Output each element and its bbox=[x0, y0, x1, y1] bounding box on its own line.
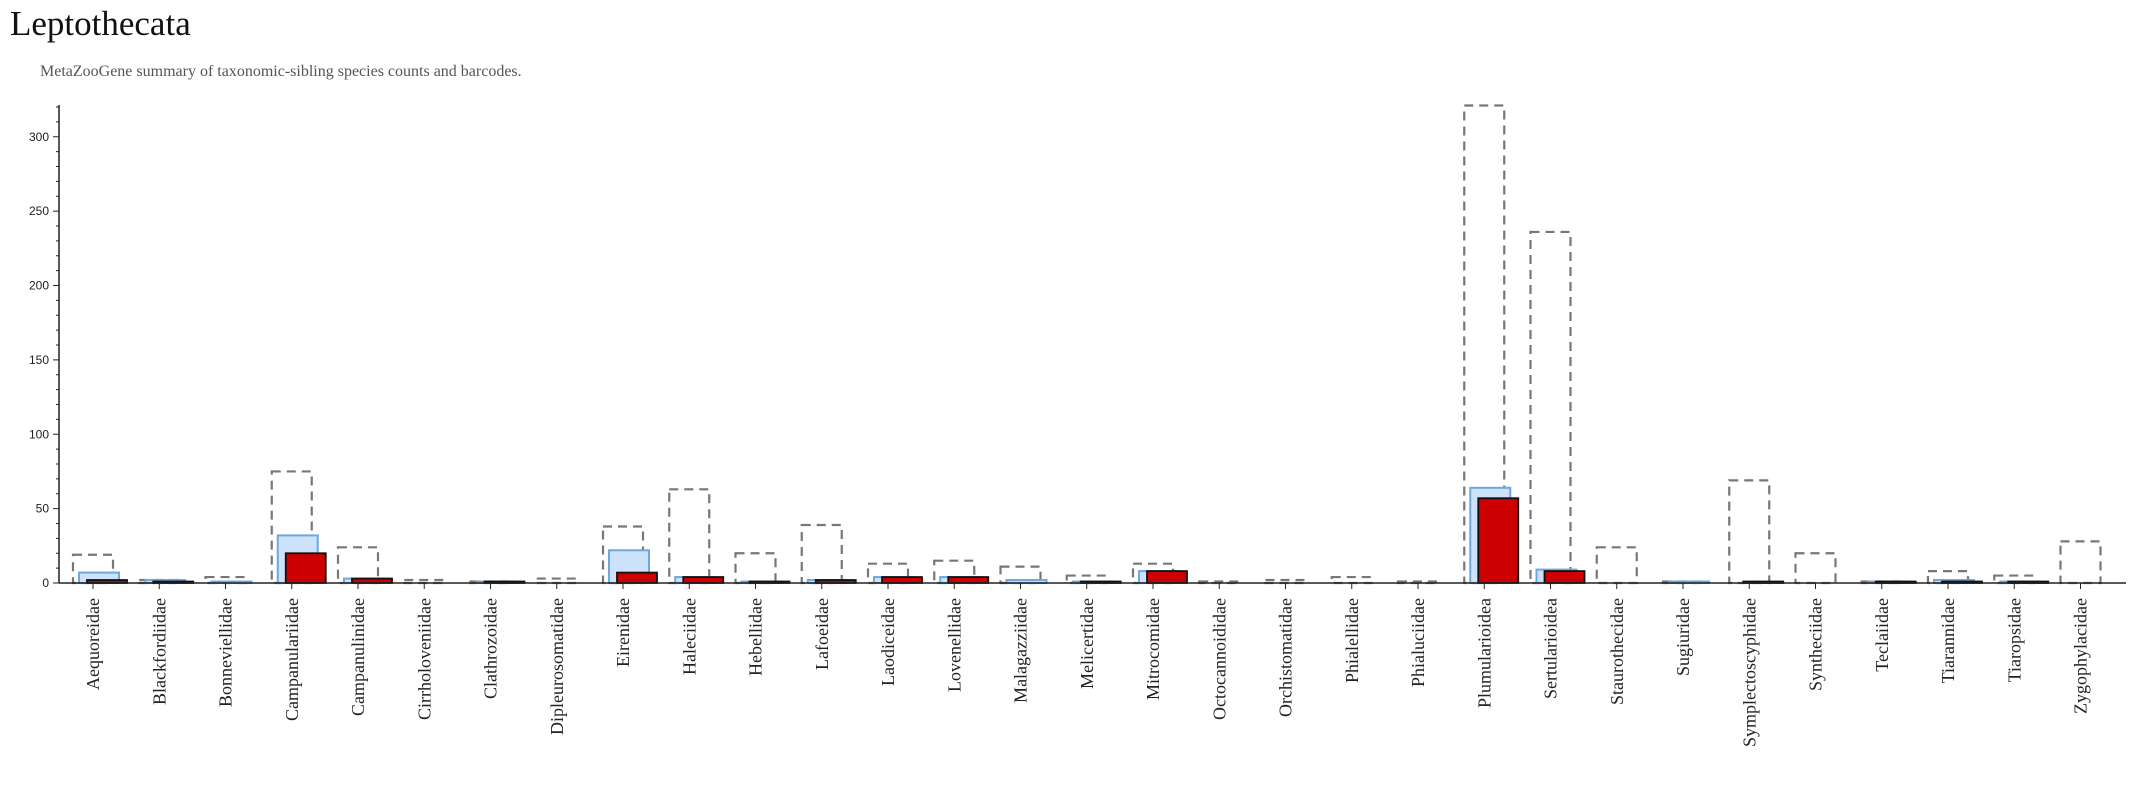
x-tick-label: Mitrocomidae bbox=[1143, 598, 1163, 700]
y-tick-label: 300 bbox=[29, 130, 49, 144]
bar-total bbox=[1926, 569, 1970, 585]
x-tick-label: Tiaropsidae bbox=[2004, 598, 2024, 682]
bar-barcode bbox=[881, 576, 923, 584]
x-tick-label: Teclaiidae bbox=[1872, 598, 1892, 672]
bar-barcode bbox=[947, 576, 990, 584]
page-subtitle: MetaZooGene summary of taxonomic-sibling… bbox=[40, 63, 522, 80]
x-tick-label: Malagazziidae bbox=[1011, 598, 1031, 703]
x-tick-label: Phialellidae bbox=[1342, 598, 1362, 683]
x-axis: Aequoreidae Blackfordiidae Bonneviellidae C… bbox=[59, 582, 2126, 747]
x-tick-label: Dipleurosomatidae bbox=[547, 598, 567, 735]
bar-total bbox=[1330, 575, 1373, 585]
x-tick-label: Campanulariidae bbox=[282, 598, 302, 721]
bar-total bbox=[668, 488, 711, 585]
bar-barcode bbox=[284, 552, 327, 584]
x-tick-label: Symplectoscyphidae bbox=[1739, 598, 1759, 747]
x-tick-label: Orchistomatidae bbox=[1276, 598, 1296, 717]
x-tick-label: Clathrozoidae bbox=[481, 598, 501, 699]
x-tick-label: Tiarannidae bbox=[1938, 598, 1958, 683]
x-tick-label: Bonneviellidae bbox=[216, 598, 236, 707]
bar-barcode bbox=[1543, 570, 1586, 584]
bar-total bbox=[800, 523, 843, 585]
y-axis: 0 50 100 150 200 250 300 bbox=[29, 105, 60, 590]
y-tick-label: 0 bbox=[42, 576, 49, 590]
y-tick-label: 200 bbox=[29, 279, 49, 293]
x-tick-label: Lafoeidae bbox=[812, 598, 832, 670]
x-tick-label: Laodiceidae bbox=[878, 598, 898, 686]
bar-total bbox=[2059, 540, 2102, 585]
x-tick-label: Plumularioidea bbox=[1474, 598, 1494, 708]
x-tick-label: Zygophylacidae bbox=[2071, 598, 2091, 714]
bar-total bbox=[1794, 552, 1837, 585]
bar-total bbox=[1529, 230, 1572, 585]
y-tick-label: 250 bbox=[29, 204, 49, 218]
x-tick-label: Sugiuridae bbox=[1673, 598, 1693, 676]
x-tick-label: Lovenellidae bbox=[944, 598, 964, 692]
x-tick-label: Staurothecidae bbox=[1607, 598, 1627, 705]
bar-barcode bbox=[682, 576, 725, 584]
x-tick-label: Aequoreidae bbox=[83, 598, 103, 690]
x-tick-label: Syntheciidae bbox=[1806, 598, 1826, 691]
x-tick-label: Hebellidae bbox=[746, 598, 766, 676]
bar-barcode bbox=[616, 571, 658, 584]
x-tick-label: Melicertidae bbox=[1077, 598, 1097, 689]
x-tick-label: Phialuciidae bbox=[1408, 598, 1428, 687]
bar-total bbox=[1728, 479, 1771, 585]
x-tick-label: Campanulinidae bbox=[348, 598, 368, 716]
bars-group bbox=[71, 104, 2102, 585]
x-tick-label: Sertularioidea bbox=[1541, 598, 1561, 699]
x-tick-label: Octocannoididae bbox=[1209, 598, 1229, 720]
bar-barcode bbox=[1477, 497, 1520, 584]
page-title: Leptothecata bbox=[10, 4, 191, 43]
bar-total bbox=[1463, 104, 1506, 585]
y-tick-label: 150 bbox=[29, 353, 49, 367]
y-tick-label: 50 bbox=[36, 502, 50, 516]
bar-barcode bbox=[1146, 570, 1188, 584]
bar-total bbox=[1595, 546, 1638, 585]
bar-total bbox=[734, 552, 777, 585]
bar-total bbox=[71, 553, 115, 585]
x-tick-label: Haleciidae bbox=[679, 598, 699, 675]
x-tick-label: Eirenidae bbox=[613, 598, 633, 667]
y-tick-label: 100 bbox=[29, 427, 49, 441]
x-tick-label: Cirrholoveniidae bbox=[414, 598, 434, 720]
x-tick-label: Blackfordiidae bbox=[149, 598, 169, 705]
